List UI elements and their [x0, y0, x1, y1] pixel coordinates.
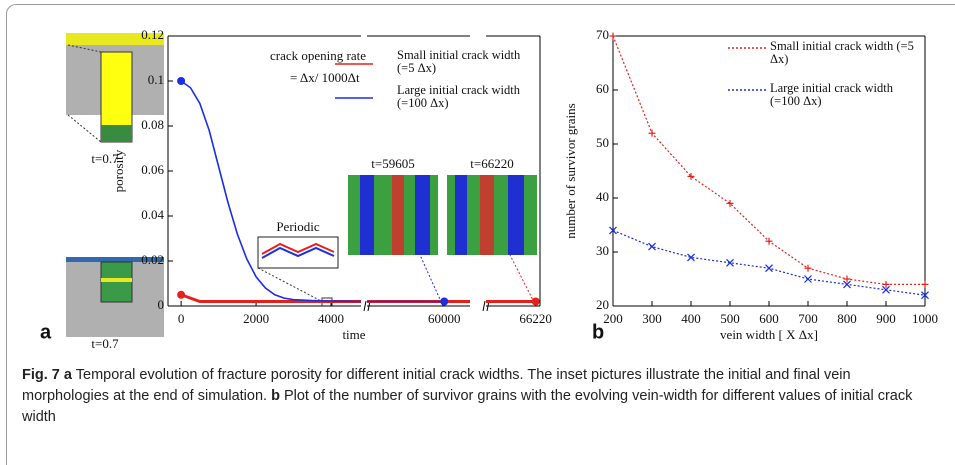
- marker-stroke: [648, 242, 656, 251]
- point-marker: [882, 285, 890, 294]
- x-axis-label: vein width [ X Δx]: [720, 327, 818, 342]
- annotation: crack opening rate: [270, 48, 366, 63]
- point-marker: [726, 258, 734, 267]
- x-tick-label: 60000: [428, 311, 461, 326]
- y-tick-label: 0.08: [141, 117, 164, 132]
- y-tick-label: 30: [596, 243, 609, 258]
- point-marker: [843, 280, 851, 289]
- annotation: = Δx/ 1000Δt: [290, 70, 360, 85]
- legend-label: Small initial crack width (=5 Δx): [770, 39, 914, 66]
- series-line: [612, 35, 925, 285]
- point-marker: [921, 291, 929, 300]
- marker-stroke: [726, 258, 734, 267]
- end-marker: [177, 290, 186, 299]
- axis-break: [363, 300, 367, 312]
- end-marker: [531, 297, 540, 306]
- end-marker: [177, 77, 186, 85]
- legend-label: Large initial crack width (=100 Δx): [397, 83, 520, 110]
- y-tick-label: 0.04: [141, 207, 164, 222]
- y-tick-label: 0: [158, 297, 165, 312]
- annotation: Periodic: [276, 219, 320, 234]
- marker-stroke: [609, 226, 617, 235]
- point-marker: [609, 226, 617, 235]
- point-marker: [921, 280, 929, 288]
- axis-break: [482, 300, 486, 312]
- marker-stroke: [882, 285, 890, 294]
- annotation: t=0.7: [91, 336, 119, 351]
- point-marker: [843, 275, 851, 283]
- point-marker: [726, 199, 734, 207]
- x-tick-label: 800: [837, 311, 857, 326]
- marker-stroke: [921, 291, 929, 300]
- inset-final-2: [447, 175, 537, 307]
- annotation: t=0.7: [91, 151, 119, 166]
- x-axis-label: time: [342, 327, 365, 342]
- y-axis-label: number of survivor grains: [563, 103, 578, 238]
- point-marker: [765, 264, 773, 273]
- point-marker: [648, 242, 656, 251]
- figure-frame: [6, 4, 955, 465]
- marker-stroke: [765, 264, 773, 273]
- x-tick-label: 300: [642, 311, 662, 326]
- point-marker: [648, 129, 656, 137]
- legend-label: Small initial crack width (=5 Δx): [397, 48, 521, 75]
- annotation: t=59605: [371, 156, 414, 171]
- point-marker: [609, 32, 617, 40]
- marker-stroke: [687, 253, 695, 262]
- y-tick-label: 40: [596, 189, 609, 204]
- figure: 0 2000 4000 60000 66220 0 0.02 0.04 0.06 0.08 0.1 0…: [40, 27, 938, 351]
- caption-part-label: a: [63, 367, 72, 383]
- x-tick-label: 600: [759, 311, 779, 326]
- y-tick-label: 20: [596, 297, 609, 312]
- page: 0 2000 4000 60000 66220 0 0.02 0.04 0.06 0.08 0.1 0…: [6, 4, 955, 465]
- x-tick-label: 2000: [243, 311, 269, 326]
- x-tick-label: 700: [798, 311, 818, 326]
- point-marker: [687, 172, 695, 180]
- panel-label: a: [40, 321, 52, 343]
- y-tick-label: 0.12: [141, 27, 164, 42]
- inset-periodic: [257, 236, 339, 307]
- x-tick-label: 900: [876, 311, 896, 326]
- y-tick-label: 50: [596, 135, 609, 150]
- figure-caption: Fig. 7 a Temporal evolution of fracture …: [22, 365, 937, 428]
- y-tick-label: 0.1: [148, 72, 164, 87]
- inset-initial-small: [66, 257, 164, 337]
- annotation: t=66220: [470, 156, 513, 171]
- y-tick-label: 70: [596, 27, 609, 42]
- x-tick-label: 1000: [912, 311, 938, 326]
- x-tick-label: 500: [720, 311, 740, 326]
- series-line: [180, 293, 536, 303]
- y-tick-label: 0.06: [141, 162, 164, 177]
- inset-initial-large: [66, 33, 164, 143]
- x-tick-label: 66220: [519, 311, 552, 326]
- panel-label: b: [592, 321, 604, 343]
- y-tick-label: 0.02: [141, 252, 164, 267]
- caption-label: Fig. 7: [22, 367, 60, 383]
- y-tick-label: 60: [596, 81, 609, 96]
- point-marker: [804, 264, 812, 272]
- series-line: [180, 80, 445, 303]
- x-tick-label: 200: [603, 311, 623, 326]
- x-tick-label: 0: [178, 311, 185, 326]
- marker-stroke: [843, 280, 851, 289]
- point-marker: [765, 237, 773, 245]
- point-marker: [882, 280, 890, 288]
- end-marker: [440, 297, 449, 306]
- caption-part-label: b: [271, 388, 280, 404]
- legend-label: Large initial crack width (=100 Δx): [770, 81, 893, 108]
- caption-text: Temporal evolution of fracture porosity …: [22, 367, 851, 404]
- marker-stroke: [804, 275, 812, 283]
- point-marker: [804, 275, 812, 283]
- x-tick-label: 400: [681, 311, 701, 326]
- point-marker: [687, 253, 695, 262]
- y-axis-label: porosity: [111, 149, 126, 192]
- x-tick-label: 4000: [318, 311, 344, 326]
- inset-final-1: [348, 175, 444, 307]
- caption-text: Plot of the number of survivor grains wi…: [22, 388, 913, 425]
